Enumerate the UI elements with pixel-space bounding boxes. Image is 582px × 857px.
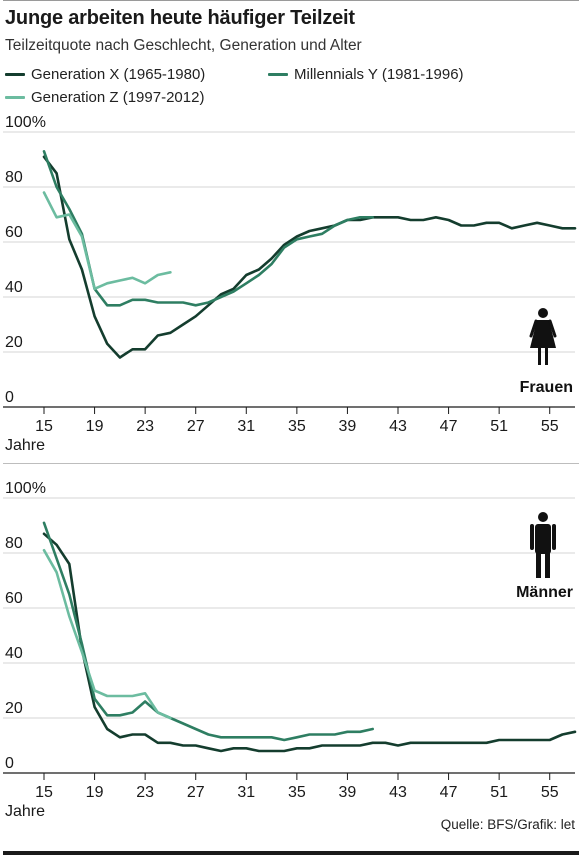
- y-tick-label: 80: [5, 535, 23, 552]
- x-tick-label: 39: [339, 784, 357, 801]
- x-tick-label: 23: [136, 418, 154, 435]
- x-tick-label: 15: [35, 418, 53, 435]
- x-tick-label: 47: [440, 784, 458, 801]
- legend-item-gen-z: Generation Z (1997-2012): [5, 89, 204, 106]
- x-tick-label: 27: [187, 418, 205, 435]
- legend-swatch-gen-z: [5, 96, 25, 99]
- y-tick-label: 60: [5, 590, 23, 607]
- x-tick-label: 19: [86, 784, 104, 801]
- top-rule: [3, 0, 579, 1]
- y-tick-label: 20: [5, 334, 23, 351]
- panel-label-maenner: Männer: [516, 584, 573, 601]
- series-line-gen-x: [42, 155, 577, 359]
- chart-panel-maenner: 0 20 40 60 80 100% 15 19 23 27 31 35 39 43 47 51 55 Jahre…: [3, 480, 577, 820]
- x-tick-label: 47: [440, 418, 458, 435]
- x-tick-label: 23: [136, 784, 154, 801]
- x-tick-label: 51: [490, 418, 508, 435]
- y-tick-label: 60: [5, 224, 23, 241]
- series-line-gen-z: [42, 548, 172, 720]
- x-tick-label: 51: [490, 784, 508, 801]
- legend-item-gen-x: Generation X (1965-1980): [5, 66, 205, 83]
- chart-title: Junge arbeiten heute häufiger Teilzeit: [5, 7, 355, 29]
- legend-label-gen-x: Generation X (1965-1980): [31, 66, 206, 83]
- man-icon: [530, 512, 556, 578]
- x-tick-label: 43: [389, 418, 407, 435]
- panel-label-frauen: Frauen: [520, 379, 573, 396]
- legend-swatch-gen-x: [5, 73, 25, 76]
- x-tick-label: 19: [86, 418, 104, 435]
- x-tick-label: 31: [237, 784, 255, 801]
- series-line-millennials: [42, 521, 374, 742]
- x-tick-label: 55: [541, 784, 559, 801]
- x-axis-label: Jahre: [5, 437, 45, 454]
- x-tick-label: 39: [339, 418, 357, 435]
- legend-label-millennials: Millennials Y (1981-1996): [294, 66, 464, 83]
- y-tick-label: 100%: [5, 114, 46, 131]
- y-tick-label: 40: [5, 279, 23, 296]
- y-tick-label: 80: [5, 169, 23, 186]
- series-line-gen-z: [42, 191, 172, 291]
- series-line-gen-x: [42, 532, 577, 753]
- x-axis-label: Jahre: [5, 803, 45, 820]
- x-tick-label: 15: [35, 784, 53, 801]
- x-tick-label: 35: [288, 784, 306, 801]
- x-tick-label: 43: [389, 784, 407, 801]
- x-tick-label: 35: [288, 418, 306, 435]
- y-tick-label: 0: [5, 755, 14, 772]
- y-tick-label: 40: [5, 645, 23, 662]
- chart-subtitle: Teilzeitquote nach Geschlecht, Generatio…: [5, 37, 362, 54]
- chart-panel-frauen: 0 20 40 60 80 100% 15 19 23 27 31 35 39 43 47 51 55 Jahre…: [3, 114, 577, 454]
- x-tick-label: 27: [187, 784, 205, 801]
- bottom-rule: [3, 851, 579, 855]
- y-tick-label: 100%: [5, 480, 46, 497]
- source-note: Quelle: BFS/Grafik: let: [440, 817, 575, 832]
- legend-swatch-millennials: [268, 73, 288, 76]
- legend-label-gen-z: Generation Z (1997-2012): [31, 89, 205, 106]
- x-tick-label: 31: [237, 418, 255, 435]
- legend-item-millennials: Millennials Y (1981-1996): [268, 66, 464, 83]
- x-tick-label: 55: [541, 418, 559, 435]
- y-tick-label: 0: [5, 389, 14, 406]
- woman-icon: [529, 308, 557, 365]
- series-line-millennials: [42, 150, 374, 307]
- y-tick-label: 20: [5, 700, 23, 717]
- panel-divider: [3, 463, 579, 464]
